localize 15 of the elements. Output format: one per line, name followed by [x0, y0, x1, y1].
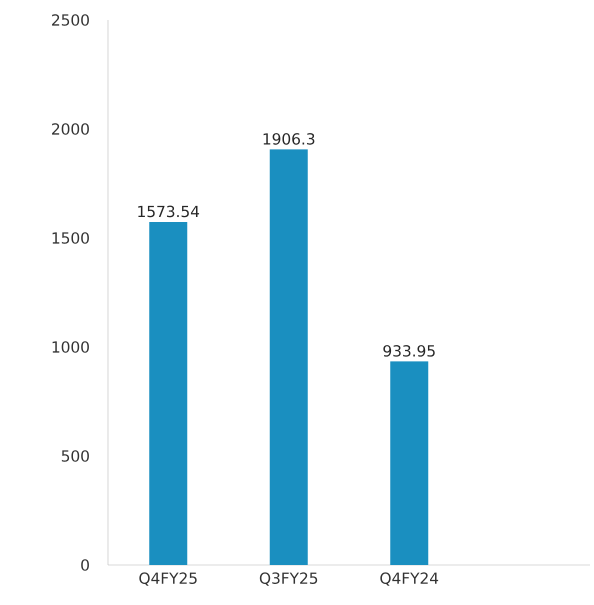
bar: [270, 149, 308, 565]
x-tick-label: Q4FY25: [139, 572, 197, 586]
x-tick-label: Q4FY24: [380, 572, 438, 586]
bar: [390, 361, 428, 565]
y-tick-label: 0: [81, 559, 89, 571]
data-label: 1573.54: [138, 206, 200, 218]
y-tick-label: 2000: [52, 123, 89, 135]
y-tick-label: 1500: [52, 232, 89, 244]
y-tick-label: 2500: [52, 14, 89, 26]
y-tick-label: 1000: [52, 341, 89, 353]
data-label: 933.95: [383, 345, 435, 357]
y-tick-label: 500: [62, 450, 89, 462]
bar: [149, 222, 188, 565]
x-tick-label: Q3FY25: [260, 572, 318, 586]
data-label: 1906.3: [264, 133, 314, 145]
